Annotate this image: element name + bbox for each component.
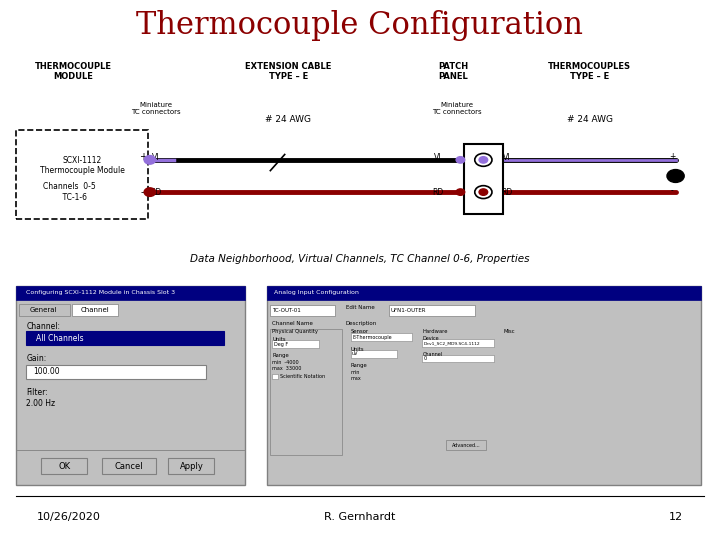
Text: Configuring SCXI-1112 Module in Chassis Slot 3: Configuring SCXI-1112 Module in Chassis … [27, 290, 176, 295]
Text: min: min [351, 369, 360, 375]
Text: OK: OK [58, 462, 71, 470]
Text: 0: 0 [424, 356, 427, 361]
Text: uV: uV [352, 352, 359, 356]
FancyBboxPatch shape [19, 304, 70, 316]
Text: Channel: Channel [81, 307, 109, 313]
FancyBboxPatch shape [72, 304, 118, 316]
Text: -: - [469, 186, 472, 195]
Text: Data Neighborhood, Virtual Channels, TC Channel 0-6, Properties: Data Neighborhood, Virtual Channels, TC … [190, 254, 530, 264]
Text: Edit Name: Edit Name [346, 305, 374, 310]
Text: RD: RD [432, 187, 443, 197]
FancyBboxPatch shape [270, 329, 342, 455]
Circle shape [144, 156, 156, 164]
Text: Miniature
TC connectors: Miniature TC connectors [131, 103, 181, 116]
Text: # 24 AWG: # 24 AWG [567, 115, 613, 124]
Text: General: General [30, 307, 58, 313]
Text: -: - [141, 187, 145, 197]
FancyBboxPatch shape [267, 286, 701, 300]
Circle shape [479, 157, 487, 163]
FancyBboxPatch shape [351, 350, 397, 357]
FancyBboxPatch shape [102, 458, 156, 474]
FancyBboxPatch shape [168, 458, 215, 474]
Text: Cancel: Cancel [114, 462, 143, 470]
Text: VI: VI [152, 153, 159, 161]
Text: Misc: Misc [503, 329, 515, 334]
FancyBboxPatch shape [464, 144, 503, 214]
Text: VI: VI [503, 153, 510, 161]
Text: Deg F: Deg F [274, 342, 288, 347]
FancyBboxPatch shape [270, 305, 335, 316]
Text: THERMOCOUPLES
TYPE – E: THERMOCOUPLES TYPE – E [548, 62, 631, 81]
Text: Physical Quantity: Physical Quantity [272, 329, 318, 334]
Text: TC-OUT-01: TC-OUT-01 [272, 308, 301, 313]
FancyBboxPatch shape [389, 305, 474, 316]
Text: Units: Units [272, 338, 286, 342]
Text: +: + [468, 152, 474, 160]
FancyBboxPatch shape [27, 364, 206, 379]
Text: Range: Range [351, 363, 367, 368]
Text: Channel:: Channel: [27, 322, 60, 331]
FancyBboxPatch shape [27, 331, 224, 345]
Text: PATCH
PANEL: PATCH PANEL [438, 62, 468, 81]
Text: Channel Name: Channel Name [272, 321, 313, 326]
Text: 2.00 Hz: 2.00 Hz [27, 399, 55, 408]
Text: +: + [139, 152, 147, 162]
FancyBboxPatch shape [272, 374, 278, 379]
Circle shape [474, 153, 492, 166]
Text: Advanced...: Advanced... [452, 443, 480, 448]
Text: Scientific Notation: Scientific Notation [279, 374, 325, 379]
Text: Units: Units [351, 347, 364, 352]
Text: max: max [351, 376, 361, 381]
FancyBboxPatch shape [446, 440, 485, 450]
Text: Apply: Apply [179, 462, 203, 470]
Text: Channels  0-5
    TC-1-6: Channels 0-5 TC-1-6 [43, 183, 96, 202]
Text: Channel: Channel [423, 352, 443, 357]
Circle shape [667, 170, 684, 183]
Text: 12: 12 [669, 512, 683, 522]
Text: Filter:: Filter: [27, 388, 48, 397]
FancyBboxPatch shape [16, 286, 246, 300]
Text: Analog Input Configuration: Analog Input Configuration [274, 290, 359, 295]
Text: +: + [669, 152, 675, 160]
Circle shape [456, 157, 464, 163]
Text: THERMOCOUPLE
MODULE: THERMOCOUPLE MODULE [35, 62, 112, 81]
Text: Miniature
TC connectors: Miniature TC connectors [432, 103, 482, 116]
Text: RD: RD [501, 187, 513, 197]
Text: Dev1_SC2_MD9.SC4-1112: Dev1_SC2_MD9.SC4-1112 [424, 341, 480, 345]
Text: VI: VI [433, 153, 441, 161]
Text: # 24 AWG: # 24 AWG [265, 115, 311, 124]
Circle shape [144, 188, 156, 197]
FancyBboxPatch shape [41, 458, 87, 474]
Text: Device: Device [423, 336, 439, 341]
FancyBboxPatch shape [351, 333, 412, 341]
Text: EXTENSION CABLE
TYPE – E: EXTENSION CABLE TYPE – E [245, 62, 331, 81]
Text: Gain:: Gain: [27, 354, 47, 363]
FancyBboxPatch shape [423, 339, 494, 347]
Text: max  33000: max 33000 [272, 366, 302, 372]
Circle shape [474, 186, 492, 199]
FancyBboxPatch shape [423, 355, 494, 362]
Text: UFN1-OUTER: UFN1-OUTER [391, 308, 426, 313]
Text: All Channels: All Channels [36, 334, 84, 343]
FancyBboxPatch shape [16, 286, 246, 485]
Text: Hardware: Hardware [423, 329, 448, 334]
Text: 100.00: 100.00 [34, 367, 60, 376]
Circle shape [479, 189, 487, 195]
Text: Sensor: Sensor [351, 329, 369, 334]
Text: SCXI-1112
Thermocouple Module: SCXI-1112 Thermocouple Module [40, 156, 125, 175]
Text: 10/26/2020: 10/26/2020 [37, 512, 101, 522]
Text: RD: RD [150, 187, 161, 197]
FancyBboxPatch shape [272, 340, 319, 348]
FancyBboxPatch shape [267, 286, 701, 485]
Text: -: - [670, 186, 673, 195]
Text: min  -4000: min -4000 [272, 360, 299, 365]
Text: E-Thermocouple: E-Thermocouple [352, 335, 392, 340]
Text: Description: Description [346, 321, 377, 326]
Text: Range: Range [272, 354, 289, 359]
Text: Thermocouple Configuration: Thermocouple Configuration [137, 10, 583, 41]
Circle shape [456, 189, 464, 195]
FancyBboxPatch shape [16, 130, 148, 219]
Text: R. Gernhardt: R. Gernhardt [324, 512, 396, 522]
